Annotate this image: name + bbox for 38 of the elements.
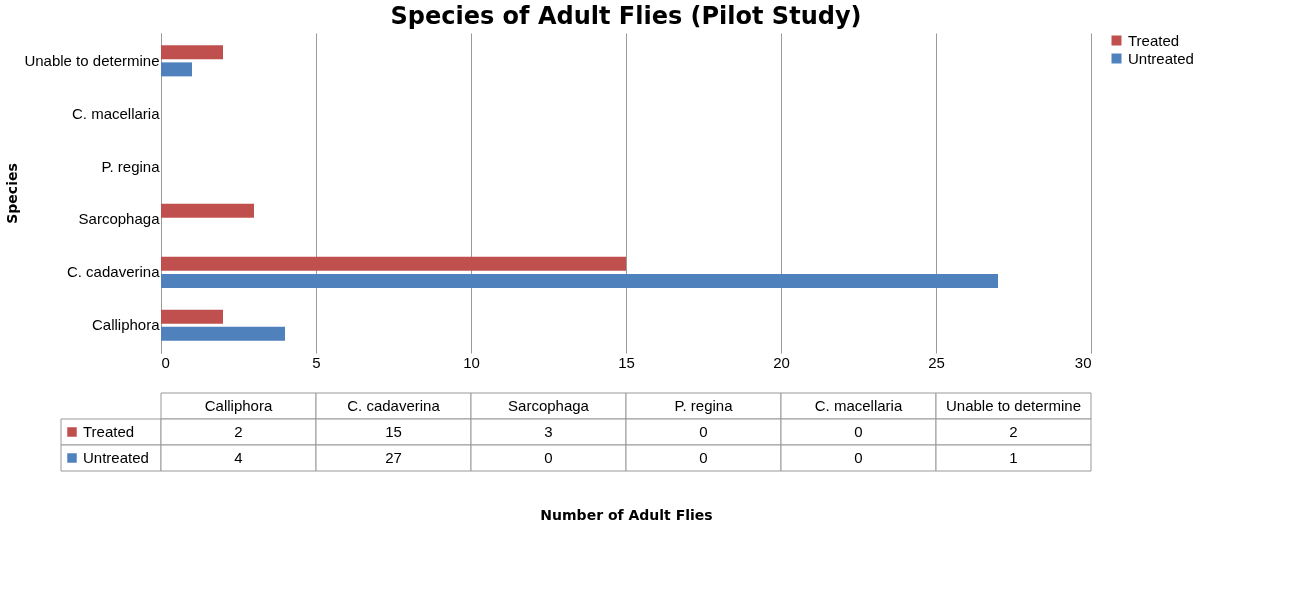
x-tick-label: Sarcophaga bbox=[508, 397, 590, 414]
y-tick-label: Untreated bbox=[83, 449, 149, 466]
y-tick-label: Treated bbox=[83, 423, 135, 440]
data-label: 15 bbox=[385, 423, 402, 440]
x-tick-label: 10 bbox=[463, 353, 480, 371]
x-tick-label: 15 bbox=[618, 353, 635, 371]
x-tick-label: C. macellaria bbox=[814, 397, 903, 414]
data-label: 4 bbox=[234, 449, 243, 466]
x-tick-label: Calliphora bbox=[204, 397, 273, 414]
y-tick-label: C. cadaverina bbox=[66, 263, 161, 281]
x-tick-label: 20 bbox=[773, 353, 790, 371]
data-label: 3 bbox=[544, 423, 553, 440]
y-tick-label: P. regina bbox=[101, 157, 161, 175]
x-tick-label: 25 bbox=[928, 353, 945, 371]
data-label: 2 bbox=[1009, 423, 1018, 440]
x-tick-label: 0 bbox=[161, 353, 170, 371]
y-tick-label: Sarcophaga bbox=[78, 210, 161, 228]
x-tick-label: C. cadaverina bbox=[347, 397, 441, 414]
data-label: 0 bbox=[854, 423, 863, 440]
data-label: 0 bbox=[854, 449, 863, 466]
data-label: 0 bbox=[699, 423, 708, 440]
data-label: 0 bbox=[544, 449, 553, 466]
y-tick-label: Unable to determine bbox=[24, 51, 160, 69]
x-tick-label: P. regina bbox=[674, 397, 734, 414]
legend-label: Untreated bbox=[1128, 49, 1194, 67]
y-axis-title: Species bbox=[4, 163, 21, 224]
x-tick-label: 5 bbox=[312, 353, 321, 371]
x-tick-label: 30 bbox=[1074, 353, 1092, 371]
x-tick-label: Unable to determine bbox=[945, 397, 1082, 414]
data-label: 0 bbox=[699, 449, 708, 466]
y-tick-label: Calliphora bbox=[91, 316, 161, 334]
legend-label: Treated bbox=[1128, 31, 1180, 49]
x-axis-title: Number of Adult Flies bbox=[540, 506, 713, 523]
data-label: 1 bbox=[1009, 449, 1018, 466]
data-label: 27 bbox=[385, 449, 402, 466]
data-label: 2 bbox=[234, 423, 243, 440]
y-tick-label: C. macellaria bbox=[71, 104, 161, 122]
chart-title: Species of Adult Flies (Pilot Study) bbox=[390, 2, 862, 30]
